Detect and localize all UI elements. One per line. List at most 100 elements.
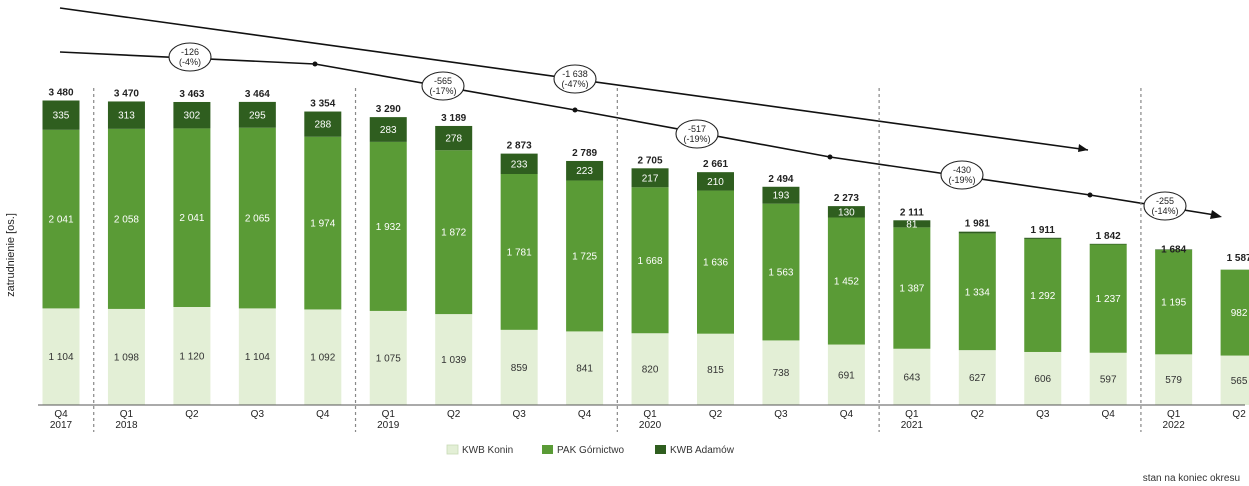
segment-label: 606 [1034,374,1051,385]
bar-segment [566,180,604,332]
trend-point [572,107,578,113]
segment-label: 233 [511,159,528,170]
bar-segment [107,101,145,129]
bar-segment [1220,355,1249,405]
change-annotations: -126(-4%)-565(-17%)-1 638(-47%)-517(-19%… [168,42,1187,221]
total-label: 3 354 [310,99,335,110]
bar-segment [1220,269,1249,356]
total-label: 1 587 [1227,253,1249,264]
x-tick-quarter: Q2 [971,409,985,420]
x-tick-quarter: Q2 [1232,409,1246,420]
segment-label: 81 [906,219,918,230]
segment-label: 1 237 [1096,294,1121,305]
segment-label: 1 725 [572,251,597,262]
total-label: 1 684 [1161,245,1186,256]
total-label: 2 494 [768,174,793,185]
segment-label: 278 [445,134,462,145]
x-tick-quarter: Q2 [447,409,461,420]
legend-swatch [446,444,459,455]
segment-label: 597 [1100,374,1117,385]
bar-segment [827,206,865,218]
x-tick-quarter: Q4 [54,409,68,420]
bar-segment [238,308,276,405]
bar-segment [697,333,734,405]
change-value: -126 [181,47,199,57]
change-percent: (-19%) [683,134,710,144]
x-tick-year: 2019 [377,420,400,431]
x-tick-quarter: Q1 [382,409,396,420]
segment-label: 1 334 [965,287,990,298]
total-label: 2 661 [703,159,728,170]
change-percent: (-47%) [561,79,588,89]
segment-label: 1 292 [1030,291,1055,302]
segment-label: 335 [53,111,70,122]
total-label: 3 480 [48,88,73,99]
bar-segment [631,187,669,334]
segment-label: 302 [184,111,201,122]
change-annotation [940,160,984,190]
legend-label: PAK Górnictwo [557,445,624,456]
bar-segment [435,314,473,405]
segment-label: 1 120 [179,352,204,363]
trend-point [1087,192,1093,198]
segment-label: 313 [118,111,135,122]
segment-label: 627 [969,373,986,384]
segment-label: 579 [1165,375,1182,386]
segment-label: 1 636 [703,258,728,269]
period-note: stan na koniec okresu [1143,473,1240,484]
x-tick-quarter: Q1 [1167,409,1181,420]
bar-segment [173,101,211,129]
segment-label: 1 668 [638,256,663,267]
bar-segment [1155,354,1193,405]
bar-segment [631,168,669,188]
total-label: 1 911 [1031,225,1056,236]
segment-label: 2 041 [179,213,204,224]
y-axis-label: zatrudnienie [os.] [5,213,17,297]
segment-label: 691 [838,370,855,381]
bar-segment [107,128,145,309]
bar-segment [1155,249,1193,355]
bar-segment [697,172,734,191]
segment-label: 2 041 [48,215,73,226]
legend-label: KWB Konin [462,445,513,456]
segment-label: 1 932 [376,222,401,233]
bar-segment [893,227,931,349]
bar-segment [762,203,800,341]
legend-label: KWB Adamów [670,445,735,456]
bar-segment [1024,238,1062,352]
bar-segment [173,128,211,307]
x-tick-quarter: Q4 [316,409,330,420]
segment-label: 1 075 [376,353,401,364]
segment-label: 820 [642,365,659,376]
segment-label: 2 058 [114,214,139,225]
bar-segment [827,217,865,345]
bar-segment [566,160,604,181]
segment-label: 1 781 [507,247,532,258]
total-label: 3 464 [245,89,270,100]
bar-segment [1155,249,1193,250]
segment-label: 1 563 [768,268,793,279]
bar-segment [500,174,538,330]
bar-segment [1024,237,1062,239]
total-label: 2 873 [507,141,532,152]
bar-segment [762,186,800,204]
change-value: -517 [688,124,706,134]
change-annotation [553,64,597,94]
trend-point [312,61,318,67]
bar-segment [173,307,211,405]
bar-segment [238,127,276,309]
segment-label: 210 [707,177,724,188]
change-percent: (-4%) [179,57,201,67]
change-percent: (-17%) [429,86,456,96]
segment-label: 565 [1231,376,1248,387]
change-annotation [421,71,465,101]
segment-label: 1 872 [441,228,466,239]
segment-label: 1 092 [310,353,335,364]
total-label: 2 705 [638,155,663,166]
segment-label: 1 974 [310,219,335,230]
bar-segment [958,231,996,234]
segment-label: 1 452 [834,277,859,288]
total-label: 2 789 [572,148,597,159]
legend-swatch [542,445,553,454]
